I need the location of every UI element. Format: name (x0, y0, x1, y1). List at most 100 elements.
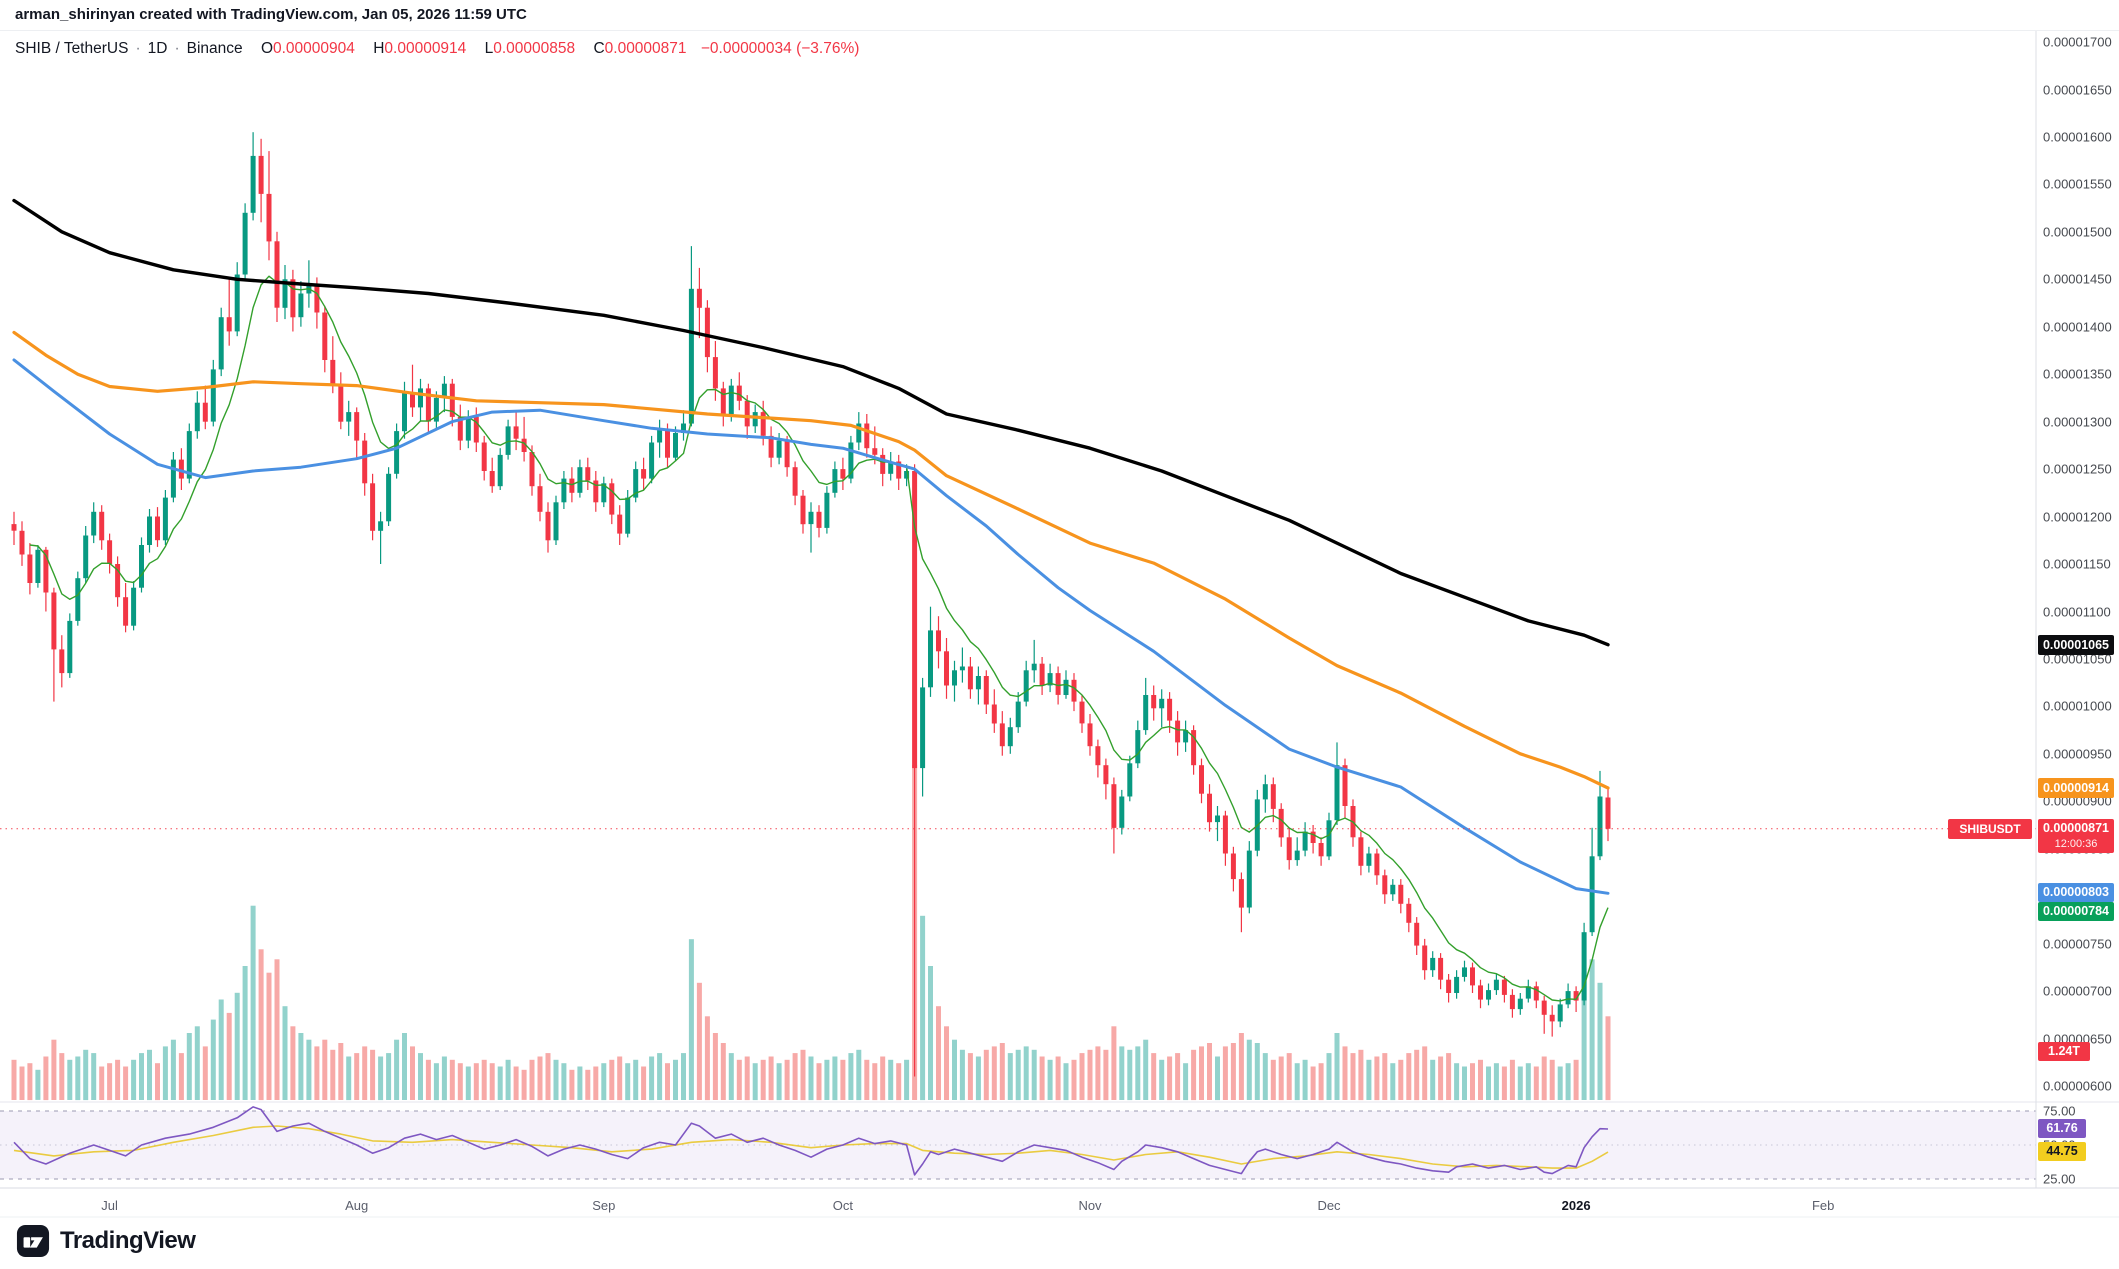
price-tick-label: 0.00001300 (2043, 414, 2112, 430)
volume-bar (314, 1046, 320, 1100)
volume-bar (585, 1069, 591, 1100)
candle-body (418, 388, 423, 408)
volume-bar (67, 1059, 73, 1100)
candle-body (896, 461, 902, 479)
candle-body (210, 369, 216, 422)
volume-bar (1366, 1059, 1372, 1100)
volume-bar (218, 999, 224, 1100)
candle-body (983, 676, 989, 705)
ma-blue-price-tag: 0.00000803 (2038, 883, 2114, 903)
candle-body (521, 438, 527, 452)
volume-bar (322, 1039, 328, 1100)
volume-bar (856, 1049, 862, 1101)
candle-body (99, 511, 105, 541)
volume-bar (394, 1039, 400, 1100)
candle-body (1358, 837, 1364, 866)
candle-body (425, 388, 431, 422)
candle-body (465, 416, 471, 441)
volume-bar (1159, 1059, 1165, 1100)
candle-body (959, 666, 965, 671)
candle-body (1262, 784, 1268, 800)
last-price-value: 0.00000871 (2042, 820, 2110, 835)
volume-bar (473, 1063, 479, 1101)
volume-bar (1374, 1056, 1380, 1101)
volume-bar (1438, 1056, 1444, 1101)
volume-bar (1222, 1046, 1228, 1100)
candle-body (489, 471, 495, 487)
candle-body (266, 193, 272, 242)
candle-body (1286, 837, 1292, 861)
candle-body (1143, 695, 1149, 731)
candle-body (1199, 765, 1204, 794)
volume-bar (529, 1059, 535, 1100)
candle-body (1565, 991, 1571, 1005)
volume-bar (433, 1063, 439, 1101)
volume-bar (1310, 1066, 1316, 1100)
volume-bar (290, 1026, 296, 1100)
volume-bar (402, 1033, 407, 1100)
volume-bar (864, 1059, 870, 1100)
candle-body (720, 388, 726, 414)
tradingview-logo[interactable]: TradingView (16, 1224, 196, 1258)
candle-body (131, 587, 137, 626)
candle-body (170, 459, 176, 498)
candle-body (553, 502, 559, 541)
candle-body (1478, 985, 1483, 1000)
legend-symbol[interactable]: SHIB / TetherUS (15, 40, 129, 57)
candle-body (1406, 903, 1412, 923)
volume-bar (1207, 1043, 1212, 1100)
volume-bar (1191, 1049, 1197, 1101)
volume-bar (465, 1066, 471, 1100)
volume-bar (234, 992, 240, 1100)
volume-bar (1286, 1053, 1292, 1100)
candle-body (322, 312, 328, 360)
candle-body (673, 433, 678, 458)
volume-bar (457, 1063, 463, 1101)
candle-body (1509, 994, 1515, 1010)
volume-bar (752, 1063, 758, 1101)
ma-green-line (29, 275, 1609, 1002)
candle-body (1597, 796, 1603, 857)
volume-bar (983, 1049, 989, 1101)
candle-body (410, 393, 415, 408)
volume-bar (1246, 1039, 1252, 1100)
volume-bar (282, 1006, 288, 1100)
volume-bar (696, 982, 702, 1100)
volume-bar (601, 1063, 607, 1101)
candle-body (250, 155, 256, 213)
volume-bar (1390, 1063, 1396, 1101)
volume-bar (832, 1056, 838, 1101)
candle-body (936, 630, 941, 652)
candle-body (91, 511, 97, 536)
volume-bar (1039, 1056, 1045, 1101)
volume-bar (657, 1053, 663, 1100)
volume-bar (1470, 1063, 1475, 1101)
price-tick-label: 0.00001650 (2043, 82, 2112, 97)
volume-bar (370, 1049, 376, 1101)
candle-body (1095, 746, 1101, 766)
volume-bar (688, 939, 694, 1100)
candle-body (497, 454, 503, 487)
candle-body (123, 597, 129, 626)
time-tick-label: Dec (1317, 1198, 1341, 1213)
candle-body (1183, 730, 1189, 743)
volume-bar (43, 1056, 49, 1101)
volume-bar (944, 1026, 949, 1100)
candle-body (1310, 831, 1316, 843)
candle-body (218, 317, 224, 370)
volume-bar (1167, 1056, 1173, 1101)
volume-bar (577, 1066, 583, 1100)
volume-bar (1486, 1066, 1491, 1100)
candle-body (1382, 875, 1388, 895)
legend-interval[interactable]: 1D (147, 40, 168, 57)
volume-bar (1326, 1053, 1332, 1100)
volume-bar (840, 1059, 846, 1100)
volume-bar (497, 1066, 503, 1100)
candle-body (704, 307, 710, 358)
legend-exchange[interactable]: Binance (186, 40, 243, 57)
volume-bar (744, 1056, 750, 1101)
volume-bar (1573, 1059, 1579, 1100)
candle-body (242, 212, 248, 275)
volume-bar (848, 1053, 854, 1100)
